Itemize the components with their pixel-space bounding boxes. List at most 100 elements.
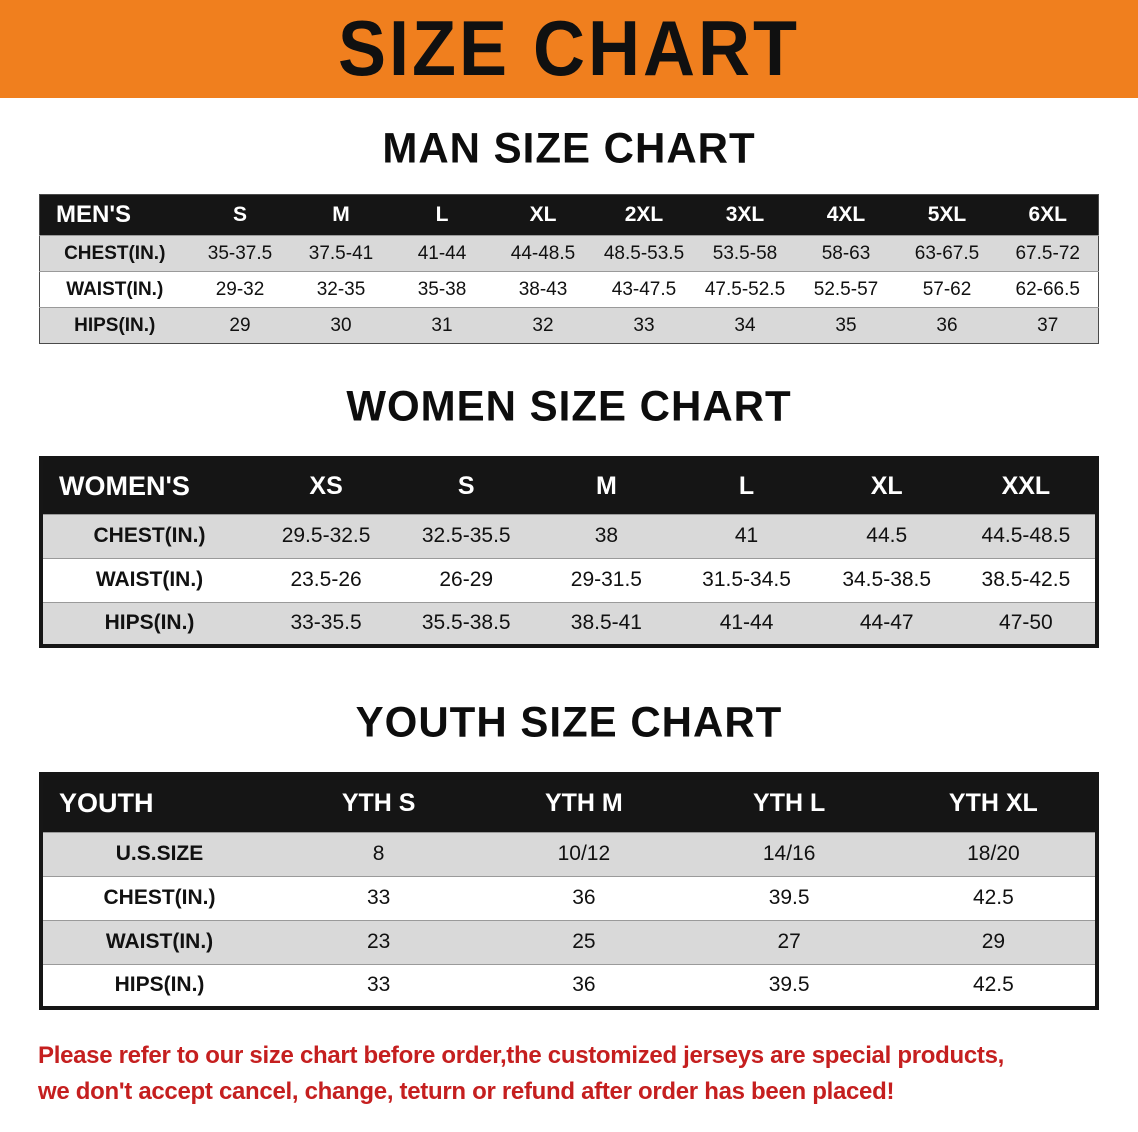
table-row: HIPS(IN.) 29 30 31 32 33 34 35 36 37 — [39, 307, 1099, 344]
size-value: 58-63 — [821, 242, 871, 264]
table-header-row: WOMEN'S XS S M L XL XXL — [41, 458, 1097, 514]
size-value: 38-43 — [518, 278, 568, 300]
men-size-section: MAN SIZE CHART MEN'S S M L XL 2XL 3XL 4XL 5XL 6XL… — [0, 124, 1138, 344]
size-value: 35 — [835, 314, 857, 336]
men-section-heading: MAN SIZE CHART — [382, 123, 756, 172]
row-label: CHEST(IN.) — [103, 886, 216, 909]
size-value: 38.5-42.5 — [981, 568, 1071, 591]
table-row: HIPS(IN.) 33 36 39.5 42.5 — [41, 964, 1097, 1008]
table-row: WAIST(IN.) 23 25 27 29 — [41, 920, 1097, 964]
size-column-header: YTH L — [686, 774, 892, 832]
size-column-header: YTH S — [276, 774, 482, 832]
size-column-header: XL — [816, 458, 957, 514]
size-value: 29 — [981, 930, 1006, 953]
size-value: 67.5-72 — [1015, 242, 1080, 264]
size-value: 34 — [734, 314, 756, 336]
table-row: HIPS(IN.) 33-35.5 35.5-38.5 38.5-41 41-44 44-… — [41, 602, 1097, 646]
size-value: 43-47.5 — [611, 278, 677, 300]
size-column-header: XXL — [956, 458, 1097, 514]
size-value: 33 — [633, 314, 655, 336]
size-value: 35.5-38.5 — [421, 611, 511, 635]
size-value: 29.5-32.5 — [281, 524, 371, 547]
size-value: 39.5 — [768, 973, 810, 997]
size-value: 44-47 — [859, 611, 914, 635]
size-value: 41-44 — [719, 611, 774, 635]
size-column-header: M — [536, 458, 677, 514]
size-value: 35-37.5 — [207, 242, 273, 264]
size-value: 26-29 — [439, 568, 494, 591]
table-row: WAIST(IN.) 29-32 32-35 35-38 38-43 43-47.5 47.… — [39, 271, 1099, 308]
size-value: 63-67.5 — [914, 242, 980, 264]
size-column-header: L — [391, 194, 493, 236]
row-label: WAIST(IN.) — [105, 930, 214, 953]
size-column-header: S — [189, 194, 291, 236]
size-value: 52.5-57 — [813, 278, 879, 300]
size-column-header: 4XL — [795, 194, 897, 236]
size-value: 29 — [229, 314, 251, 336]
table-row: WAIST(IN.) 23.5-26 26-29 29-31.5 31.5-34.5 34… — [41, 558, 1097, 602]
page-title: SIZE CHART — [338, 5, 800, 93]
size-column-header: 3XL — [694, 194, 796, 236]
size-value: 32.5-35.5 — [421, 524, 511, 547]
disclaimer-line-1: Please refer to our size chart before or… — [38, 1042, 1004, 1069]
row-label: U.S.SIZE — [115, 842, 204, 865]
size-value: 41-44 — [417, 242, 467, 264]
row-label: CHEST(IN.) — [64, 242, 166, 264]
size-value: 47-50 — [999, 611, 1053, 635]
size-value: 36 — [572, 886, 596, 909]
size-column-header: L — [676, 458, 817, 514]
row-label: HIPS(IN.) — [74, 314, 156, 336]
size-value: 32-35 — [316, 278, 366, 300]
size-value: 42.5 — [972, 886, 1014, 909]
size-value: 33-35.5 — [290, 611, 362, 635]
youth-section-heading: YOUTH SIZE CHART — [355, 697, 783, 746]
size-column-header: YTH M — [481, 774, 687, 832]
size-value: 14/16 — [762, 842, 816, 865]
youth-size-section: YOUTH SIZE CHART YOUTH YTH S YTH M YTH L YTH… — [0, 698, 1138, 1010]
size-value: 57-62 — [922, 278, 972, 300]
size-value: 48.5-53.5 — [603, 242, 685, 264]
size-value: 38 — [594, 524, 619, 547]
row-label: HIPS(IN.) — [104, 611, 195, 635]
size-column-header: S — [396, 458, 537, 514]
size-value: 8 — [372, 842, 385, 865]
women-section-heading: WOMEN SIZE CHART — [346, 381, 792, 430]
size-value: 42.5 — [972, 973, 1014, 997]
size-value: 47.5-52.5 — [704, 278, 786, 300]
size-value: 37 — [1037, 314, 1059, 336]
disclaimer-line-2: we don't accept cancel, change, teturn o… — [38, 1078, 895, 1105]
row-label: WAIST(IN.) — [95, 568, 204, 591]
table-row: CHEST(IN.) 29.5-32.5 32.5-35.5 38 41 44.5 44.5… — [41, 514, 1097, 558]
size-column-header: YTH XL — [891, 774, 1097, 832]
women-size-section: WOMEN SIZE CHART WOMEN'S XS S M L XL XXL CHEST(… — [0, 382, 1138, 648]
size-value: 36 — [936, 314, 958, 336]
table-corner-label: WOMEN'S — [41, 458, 256, 514]
size-value: 32 — [532, 314, 554, 336]
size-value: 30 — [330, 314, 352, 336]
size-value: 53.5-58 — [712, 242, 778, 264]
size-value: 10/12 — [557, 842, 611, 865]
size-value: 62-66.5 — [1015, 278, 1080, 300]
size-value: 38.5-41 — [570, 611, 642, 635]
size-value: 33 — [366, 973, 391, 997]
size-value: 34.5-38.5 — [842, 568, 932, 591]
row-label: HIPS(IN.) — [114, 973, 205, 997]
men-size-table: MEN'S S M L XL 2XL 3XL 4XL 5XL 6XL CHEST(IN.) 35-37… — [39, 194, 1099, 344]
size-value: 27 — [777, 930, 801, 953]
table-header-row: YOUTH YTH S YTH M YTH L YTH XL — [41, 774, 1097, 832]
size-value: 37.5-41 — [308, 242, 374, 264]
size-value: 36 — [572, 973, 596, 997]
size-value: 33 — [366, 886, 391, 909]
row-label: CHEST(IN.) — [93, 524, 206, 547]
youth-size-table: YOUTH YTH S YTH M YTH L YTH XL U.S.SIZE 8 10/12… — [39, 772, 1099, 1010]
size-value: 39.5 — [768, 886, 810, 909]
size-value: 29-32 — [215, 278, 265, 300]
size-value: 23 — [366, 930, 391, 953]
table-row: U.S.SIZE 8 10/12 14/16 18/20 — [41, 832, 1097, 876]
table-corner-label: MEN'S — [39, 194, 190, 236]
order-disclaimer: Please refer to our size chart before or… — [38, 1038, 1138, 1110]
table-corner-label: YOUTH — [41, 774, 276, 832]
size-value: 31.5-34.5 — [702, 568, 791, 591]
size-column-header: M — [290, 194, 392, 236]
